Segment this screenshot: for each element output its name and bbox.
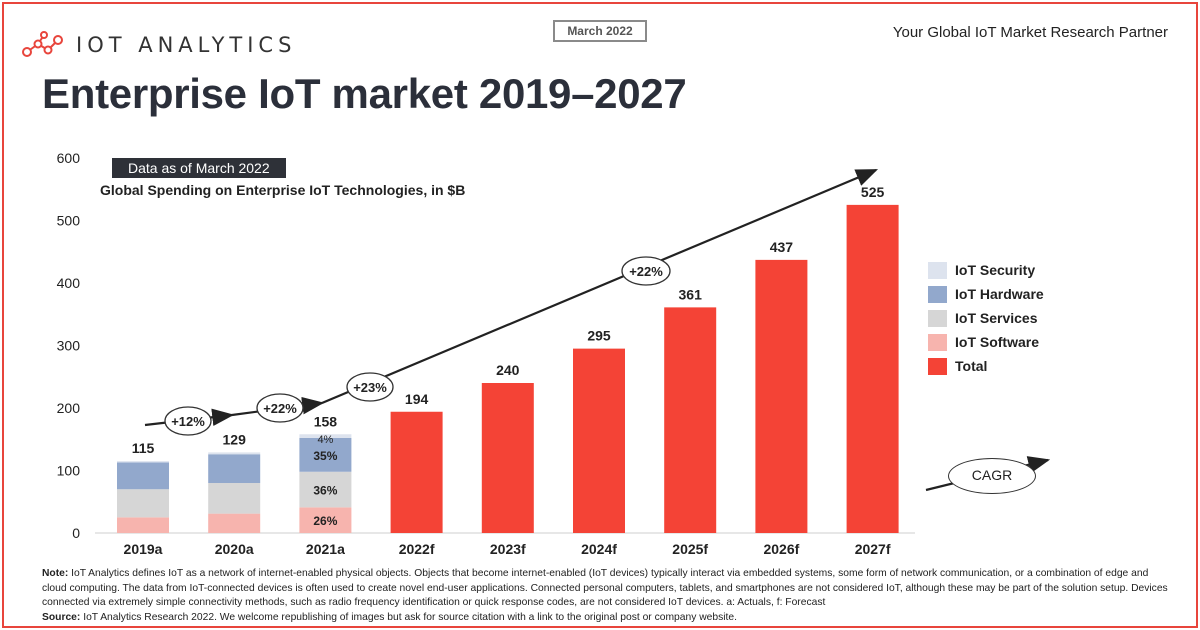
y-tick-label: 0 [72, 525, 80, 541]
legend-item-iot-security: IoT Security [928, 258, 1044, 282]
x-tick-label: 2019a [124, 541, 163, 557]
bar-total-label: 437 [770, 239, 794, 255]
legend-item-iot-services: IoT Services [928, 306, 1044, 330]
bar-total [664, 307, 717, 533]
logo-text: IOT ANALYTICS [76, 33, 297, 57]
legend-label: IoT Hardware [955, 286, 1044, 302]
bar-total-label: 240 [496, 362, 520, 378]
growth-bubble [164, 406, 212, 436]
cagr-trend-arrow [321, 168, 879, 405]
bar-total-label: 295 [587, 328, 611, 344]
x-tick-label: 2024f [581, 541, 617, 557]
bar-segment-iot-security [299, 434, 352, 438]
growth-label: +23% [353, 380, 387, 395]
bar-segment-iot-services [299, 471, 352, 508]
legend-swatch [928, 309, 947, 327]
x-tick-label: 2025f [672, 541, 708, 557]
legend-item-total: Total [928, 354, 1044, 378]
chart-legend: IoT Security IoT Hardware IoT Services I… [928, 258, 1044, 378]
footnote: Note: IoT Analytics defines IoT as a net… [42, 567, 1172, 625]
bar-segment-iot-software [117, 517, 169, 533]
bar-segment-iot-software [208, 513, 261, 533]
page-title: Enterprise IoT market 2019–2027 [42, 70, 687, 117]
cagr-value-label: +22% [629, 264, 663, 279]
bar-segment-iot-services [208, 483, 261, 514]
bar-segment-iot-software [299, 507, 352, 533]
bar-total [846, 204, 899, 533]
note-label: Note: [42, 568, 69, 579]
y-tick-label: 200 [57, 400, 81, 416]
y-tick-label: 100 [57, 463, 81, 479]
y-tick-label: 600 [57, 150, 81, 166]
growth-label: +22% [263, 401, 297, 416]
x-tick-label: 2022f [399, 541, 435, 557]
legend-label: IoT Software [955, 334, 1040, 350]
x-tick-label: 2020a [215, 541, 254, 557]
legend-label: IoT Services [955, 310, 1038, 326]
segment-percent-label: 35% [313, 449, 337, 463]
bar-segment-iot-security [208, 452, 261, 455]
bar-segment-iot-security [117, 461, 169, 463]
bar-total [755, 259, 808, 533]
segment-percent-label: 26% [313, 514, 337, 528]
segment-percent-label: 36% [313, 484, 337, 498]
bar-total [390, 411, 443, 533]
partner-tagline: Your Global IoT Market Research Partner [892, 24, 1168, 41]
bar-total [481, 383, 534, 533]
legend-swatch [928, 285, 947, 303]
x-tick-label: 2021a [306, 541, 345, 557]
date-badge: March 2022 [553, 20, 647, 42]
note-text: IoT Analytics defines IoT as a network o… [42, 568, 1168, 609]
legend-item-iot-software: IoT Software [928, 330, 1044, 354]
bar-total-label: 525 [861, 184, 885, 200]
bar-total-label: 158 [314, 413, 338, 429]
y-tick-label: 500 [57, 213, 81, 229]
legend-swatch [928, 333, 947, 351]
bar-total-label: 194 [405, 391, 429, 407]
bar-segment-iot-hardware [208, 454, 261, 483]
legend-swatch [928, 357, 947, 375]
segment-percent-label: 4% [317, 434, 333, 446]
legend-label: Total [955, 358, 988, 374]
bar-total [573, 348, 625, 533]
bar-segment-iot-services [117, 489, 169, 518]
bar-total-label: 115 [132, 440, 155, 456]
growth-label: +12% [171, 414, 205, 429]
cagr-label: CAGR [948, 458, 1036, 494]
growth-bubble [346, 372, 394, 402]
legend-swatch [928, 261, 947, 279]
y-tick-label: 300 [57, 338, 81, 354]
legend-label: IoT Security [955, 262, 1036, 278]
x-tick-label: 2027f [855, 541, 891, 557]
legend-item-iot-hardware: IoT Hardware [928, 282, 1044, 306]
iot-analytics-logo: IOT ANALYTICS [20, 28, 296, 62]
x-tick-label: 2023f [490, 541, 526, 557]
bar-total-label: 361 [679, 286, 703, 302]
data-as-of-badge: Data as of March 2022 [112, 158, 286, 178]
source-text: IoT Analytics Research 2022. We welcome … [80, 611, 738, 623]
source-label: Source: [42, 611, 81, 623]
cagr-bubble [621, 256, 671, 286]
bar-total-label: 129 [223, 431, 247, 447]
y-tick-label: 400 [57, 275, 81, 291]
x-tick-label: 2026f [763, 541, 799, 557]
network-nodes-icon [22, 31, 63, 57]
growth-bubble [256, 393, 304, 423]
bar-segment-iot-hardware [299, 438, 352, 472]
chart-subtitle: Global Spending on Enterprise IoT Techno… [100, 182, 466, 198]
bar-segment-iot-hardware [117, 462, 169, 490]
